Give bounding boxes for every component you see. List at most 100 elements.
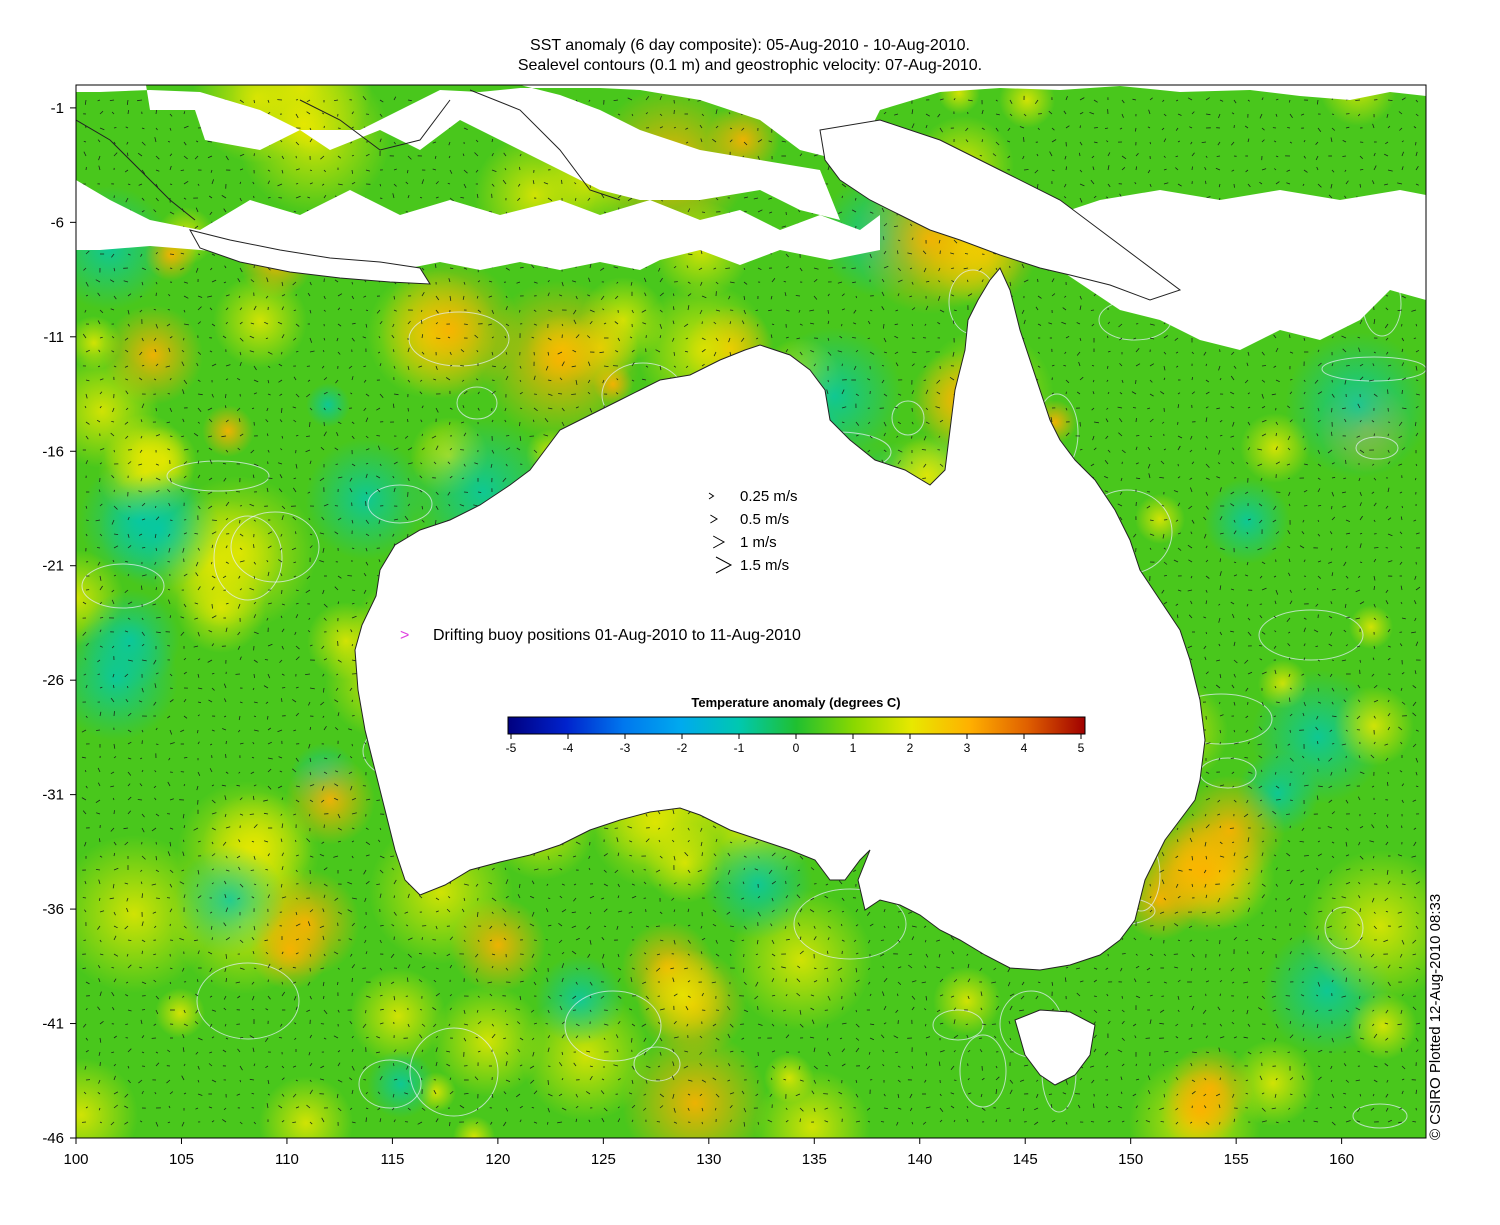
velocity-arrow xyxy=(1219,516,1223,521)
velocity-arrow xyxy=(1218,183,1221,188)
velocity-arrow xyxy=(141,585,143,591)
velocity-arrow xyxy=(221,195,227,199)
velocity-arrow xyxy=(1287,447,1291,451)
velocity-arrow xyxy=(155,490,160,493)
velocity-arrow xyxy=(1384,153,1389,157)
velocity-arrow xyxy=(881,278,885,283)
velocity-arrow xyxy=(267,531,273,535)
velocity-arrow xyxy=(589,407,593,413)
velocity-arrow xyxy=(1303,391,1306,395)
velocity-arrow xyxy=(953,309,957,312)
velocity-arrow xyxy=(923,463,927,468)
velocity-arrow xyxy=(309,337,313,343)
velocity-arrow xyxy=(1415,463,1418,467)
velocity-arrow xyxy=(1107,391,1110,395)
velocity-arrow xyxy=(392,403,395,409)
velocity-arrow xyxy=(197,460,200,465)
velocity-arrow xyxy=(281,505,286,510)
velocity-arrow xyxy=(1062,307,1067,311)
velocity-arrow xyxy=(239,197,242,202)
velocity-arrow xyxy=(449,448,453,451)
velocity-arrow xyxy=(1387,169,1393,172)
velocity-arrow xyxy=(279,474,283,479)
velocity-arrow xyxy=(141,574,147,577)
velocity-arrow xyxy=(435,519,437,525)
velocity-arrow xyxy=(1415,532,1420,535)
velocity-arrow xyxy=(1317,419,1321,423)
velocity-arrow xyxy=(1415,405,1419,409)
velocity-arrow xyxy=(785,253,789,258)
velocity-arrow xyxy=(883,223,888,227)
velocity-arrow xyxy=(363,365,367,368)
velocity-arrow xyxy=(197,295,203,298)
velocity-arrow xyxy=(1093,447,1097,451)
velocity-arrow xyxy=(1205,545,1208,549)
velocity-arrow xyxy=(1401,389,1403,395)
velocity-arrow xyxy=(547,292,550,297)
velocity-arrow xyxy=(1135,127,1137,132)
velocity-arrow xyxy=(309,309,312,314)
velocity-arrow xyxy=(841,421,845,424)
velocity-arrow xyxy=(305,589,311,594)
velocity-arrow xyxy=(181,361,185,367)
velocity-arrow xyxy=(561,407,565,412)
velocity-arrow xyxy=(138,377,143,381)
velocity-arrow xyxy=(1261,561,1266,565)
velocity-arrow xyxy=(631,379,635,382)
velocity-arrow xyxy=(1230,757,1235,759)
velocity-arrow xyxy=(1401,97,1406,101)
velocity-arrow xyxy=(1051,278,1055,283)
velocity-arrow xyxy=(293,419,297,423)
velocity-arrow xyxy=(1401,505,1403,509)
velocity-arrow xyxy=(1036,153,1039,157)
velocity-arrow xyxy=(449,197,454,202)
velocity-arrow xyxy=(587,197,591,201)
velocity-arrow xyxy=(277,183,283,187)
velocity-arrow xyxy=(295,168,300,171)
anomaly-patch xyxy=(933,967,1001,1035)
velocity-arrow xyxy=(183,180,189,185)
velocity-arrow xyxy=(351,699,353,703)
velocity-arrow xyxy=(1328,194,1333,199)
velocity-arrow xyxy=(250,279,255,283)
velocity-arrow xyxy=(1119,516,1123,521)
velocity-arrow xyxy=(685,127,689,130)
velocity-arrow xyxy=(251,407,255,410)
velocity-arrow xyxy=(209,459,213,465)
velocity-arrow xyxy=(1173,559,1179,563)
velocity-arrow xyxy=(1302,183,1305,187)
velocity-arrow xyxy=(1230,503,1235,507)
velocity-arrow xyxy=(278,363,283,367)
velocity-arrow xyxy=(169,211,175,215)
velocity-arrow xyxy=(517,183,521,187)
velocity-arrow xyxy=(533,375,536,381)
velocity-arrow xyxy=(1119,363,1123,367)
velocity-arrow xyxy=(1076,322,1081,325)
velocity-arrow xyxy=(603,365,609,367)
velocity-arrow xyxy=(1359,561,1363,563)
velocity-arrow xyxy=(249,587,255,591)
velocity-arrow xyxy=(321,183,325,186)
velocity-arrow xyxy=(1399,127,1403,131)
velocity-arrow xyxy=(309,421,311,428)
velocity-arrow xyxy=(1385,505,1389,509)
velocity-arrow xyxy=(167,448,171,451)
velocity-arrow xyxy=(1092,435,1095,441)
velocity-arrow xyxy=(981,127,985,130)
velocity-arrow xyxy=(1205,97,1210,101)
velocity-arrow xyxy=(1246,362,1249,367)
velocity-arrow xyxy=(180,252,185,255)
velocity-arrow xyxy=(519,435,522,441)
velocity-arrow xyxy=(207,140,213,143)
velocity-arrow xyxy=(1399,531,1403,535)
velocity-arrow xyxy=(253,561,257,565)
velocity-arrow xyxy=(715,197,719,201)
velocity-arrow xyxy=(1331,363,1334,367)
velocity-arrow xyxy=(127,545,132,549)
velocity-arrow xyxy=(351,589,356,591)
velocity-arrow xyxy=(1034,99,1039,105)
velocity-arrow xyxy=(139,295,143,298)
velocity-arrow xyxy=(1106,379,1109,382)
velocity-arrow xyxy=(1289,729,1291,733)
anomaly-patch xyxy=(367,1050,435,1118)
